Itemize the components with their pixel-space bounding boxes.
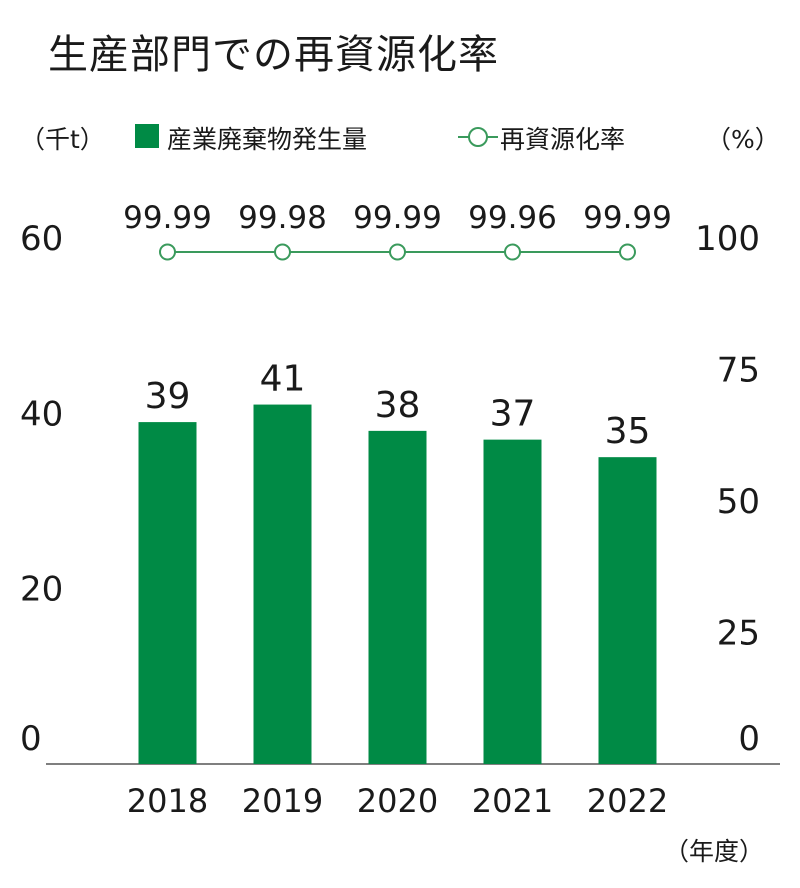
bar-value-label: 37: [490, 394, 536, 435]
recycle-rate-point: [389, 243, 406, 261]
bar-value-label: 38: [375, 385, 421, 426]
bar-legend-label: 産業廃棄物発生量: [167, 125, 368, 154]
recycle-rate-point: [159, 243, 176, 261]
y-right-tick-label: 0: [738, 719, 760, 759]
bar-legend-swatch: [135, 124, 159, 148]
legend: （千t） 産業廃棄物発生量 再資源化率 （%）: [0, 120, 800, 156]
y-left-tick-label: 40: [20, 394, 63, 434]
y-left-tick-label: 60: [20, 219, 63, 259]
bar: [253, 404, 312, 764]
bar-value-label: 41: [260, 359, 306, 400]
bar: [598, 457, 657, 764]
x-tick-label: 2022: [587, 782, 668, 820]
y-left-tick-label: 0: [20, 719, 42, 759]
x-axis-unit: （年度）: [664, 837, 765, 866]
x-tick-label: 2019: [242, 782, 323, 820]
left-axis-unit: （千t）: [20, 125, 105, 154]
recycle-rate-label: 99.96: [468, 200, 557, 236]
recycle-rate-point: [504, 243, 521, 261]
recycle-rate-label: 99.99: [353, 200, 442, 236]
line-legend-label: 再資源化率: [500, 125, 626, 154]
bar-value-label: 39: [145, 376, 191, 417]
recycle-rate-label: 99.99: [123, 200, 212, 236]
y-right-tick-label: 75: [717, 351, 760, 391]
right-axis-unit: （%）: [706, 125, 780, 154]
y-left-tick-label: 20: [20, 570, 63, 610]
bar: [368, 430, 427, 764]
bar: [483, 439, 542, 764]
line-legend-swatch: [458, 127, 498, 147]
bar: [138, 422, 197, 764]
x-tick-label: 2021: [472, 782, 553, 820]
recycle-rate-point: [619, 243, 636, 261]
y-right-tick-label: 25: [717, 614, 760, 654]
recycle-rate-point: [274, 243, 291, 261]
chart-title: 生産部門での再資源化率: [48, 32, 499, 78]
x-tick-label: 2018: [127, 782, 208, 820]
y-right-tick-label: 100: [695, 219, 760, 259]
y-right-tick-label: 50: [717, 482, 760, 522]
bar-value-label: 35: [605, 411, 651, 452]
recycle-rate-label: 99.98: [238, 200, 327, 236]
recycle-rate-label: 99.99: [583, 200, 672, 236]
x-tick-label: 2020: [357, 782, 438, 820]
